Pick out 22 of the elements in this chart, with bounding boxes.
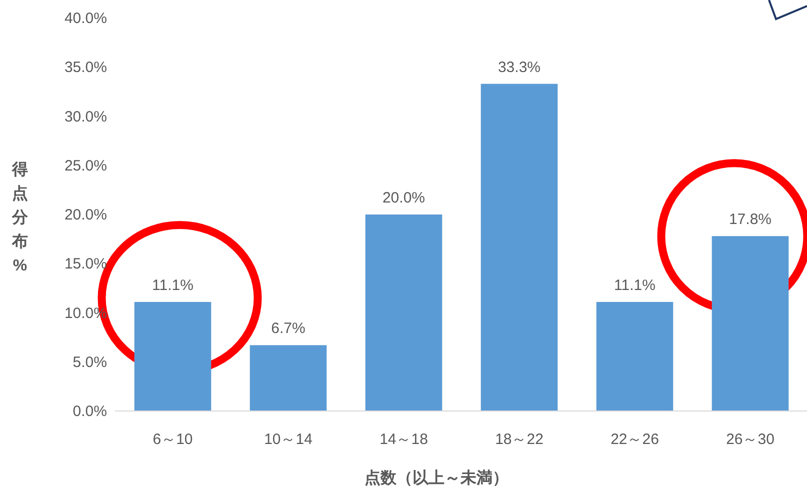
data-label: 17.8% <box>728 211 772 228</box>
x-tick-label: 26～30 <box>726 431 774 448</box>
y-tick-label: 15.0% <box>64 256 107 273</box>
y-tick-label: 0.0% <box>72 403 107 420</box>
y-tick-label: 30.0% <box>64 108 107 126</box>
x-tick-label: 6～10 <box>152 431 193 448</box>
x-tick-label: 10～14 <box>264 431 312 448</box>
y-tick-label: 40.0% <box>64 10 107 27</box>
data-label: 6.7% <box>271 320 306 338</box>
y-tick-label: 5.0% <box>72 354 107 371</box>
data-label: 20.0% <box>382 190 426 206</box>
data-label: 11.1% <box>152 276 194 294</box>
y-axis-title: 得点分布% <box>11 160 29 274</box>
x-tick-label: 14～18 <box>380 431 428 448</box>
y-tick-label: 20.0% <box>64 206 107 224</box>
y-tick-label: 25.0% <box>64 157 107 174</box>
data-label: 11.1% <box>614 276 656 294</box>
x-tick-label: 18～22 <box>495 431 544 448</box>
y-tick-label: 35.0% <box>64 59 107 76</box>
x-tick-label: 22～26 <box>610 431 659 448</box>
data-label: 33.3% <box>498 58 541 76</box>
x-axis-title: 点数（以上～未満） <box>364 469 508 487</box>
